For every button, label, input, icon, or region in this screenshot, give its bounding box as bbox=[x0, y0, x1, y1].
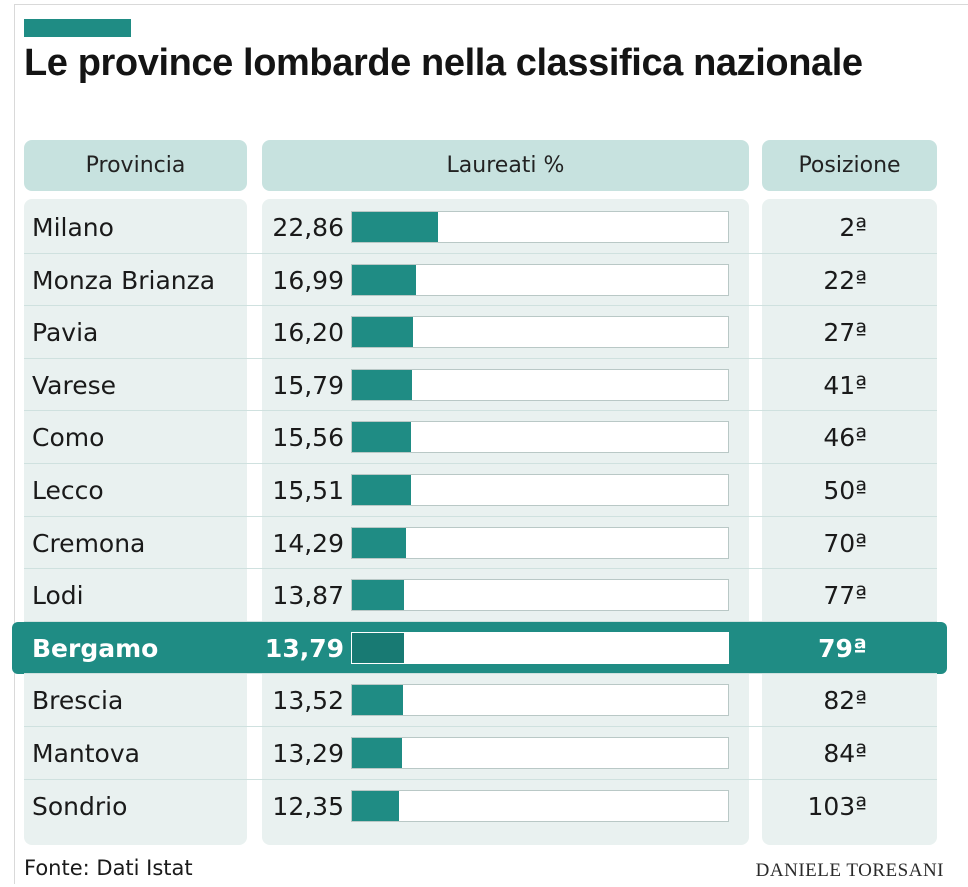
table-row: Brescia 13,52 82ª bbox=[24, 674, 937, 726]
table-row: Lodi 13,87 77ª bbox=[24, 569, 937, 621]
bar-track bbox=[351, 737, 729, 769]
posizione-value: 46ª bbox=[823, 422, 867, 452]
row-separator bbox=[24, 358, 937, 359]
posizione-value: 70ª bbox=[823, 528, 867, 558]
row-separator bbox=[24, 779, 937, 780]
table-row: Lecco 15,51 50ª bbox=[24, 464, 937, 516]
table-row: Como 15,56 46ª bbox=[24, 411, 937, 463]
table-row: Monza Brianza 16,99 22ª bbox=[24, 254, 937, 306]
laureati-value: 16,99 bbox=[272, 265, 344, 295]
provincia-column-bg bbox=[24, 199, 247, 845]
table-row: Varese 15,79 41ª bbox=[24, 359, 937, 411]
laureati-bar bbox=[352, 528, 407, 558]
provincia-name: Milano bbox=[32, 212, 114, 242]
laureati-value: 15,51 bbox=[272, 475, 344, 505]
provincia-name: Bergamo bbox=[32, 633, 159, 663]
header-laureati: Laureati % bbox=[262, 140, 749, 191]
header-posizione: Posizione bbox=[762, 140, 937, 191]
row-separator bbox=[24, 673, 937, 674]
laureati-value: 22,86 bbox=[272, 212, 344, 242]
laureati-bar bbox=[352, 475, 411, 505]
posizione-value: 41ª bbox=[823, 370, 867, 400]
bar-track bbox=[351, 790, 729, 822]
laureati-value: 13,29 bbox=[272, 738, 344, 768]
author-credit: DANIELE TORESANI bbox=[755, 860, 944, 881]
laureati-value: 13,79 bbox=[264, 633, 344, 663]
chart-title: Le province lombarde nella classifica na… bbox=[24, 42, 863, 84]
bar-track bbox=[351, 579, 729, 611]
laureati-value: 15,56 bbox=[272, 422, 344, 452]
header-provincia: Provincia bbox=[24, 140, 247, 191]
bar-track bbox=[351, 421, 729, 453]
laureati-value: 13,87 bbox=[272, 580, 344, 610]
title-accent-bar bbox=[24, 19, 131, 37]
provincia-name: Cremona bbox=[32, 528, 146, 558]
bar-track bbox=[351, 369, 729, 401]
provincia-name: Lecco bbox=[32, 475, 104, 505]
bar-track bbox=[351, 632, 729, 664]
laureati-value: 14,29 bbox=[272, 528, 344, 558]
provincia-name: Lodi bbox=[32, 580, 84, 610]
source-note: Fonte: Dati Istat bbox=[24, 856, 193, 880]
table-row: Pavia 16,20 27ª bbox=[24, 306, 937, 358]
provincia-name: Varese bbox=[32, 370, 116, 400]
bar-track bbox=[351, 316, 729, 348]
row-separator bbox=[24, 305, 937, 306]
laureati-bar bbox=[352, 633, 405, 663]
row-separator bbox=[24, 463, 937, 464]
table-row: Sondrio 12,35 103ª bbox=[24, 780, 937, 832]
bar-track bbox=[351, 211, 729, 243]
bar-track bbox=[351, 264, 729, 296]
provincia-name: Brescia bbox=[32, 685, 124, 715]
laureati-bar bbox=[352, 422, 411, 452]
posizione-value: 2ª bbox=[839, 212, 867, 242]
posizione-value: 27ª bbox=[823, 317, 867, 347]
row-separator bbox=[24, 621, 937, 622]
bar-track bbox=[351, 527, 729, 559]
posizione-value: 50ª bbox=[823, 475, 867, 505]
laureati-value: 13,52 bbox=[272, 685, 344, 715]
posizione-value: 79ª bbox=[818, 633, 867, 663]
provincia-name: Sondrio bbox=[32, 791, 128, 821]
posizione-value: 82ª bbox=[823, 685, 867, 715]
row-separator bbox=[24, 568, 937, 569]
table-row: Mantova 13,29 84ª bbox=[24, 727, 937, 779]
laureati-bar bbox=[352, 370, 412, 400]
table-row: Milano 22,86 2ª bbox=[24, 201, 937, 253]
row-separator bbox=[24, 253, 937, 254]
table-row: Bergamo 13,79 79ª bbox=[24, 622, 937, 674]
posizione-value: 84ª bbox=[823, 738, 867, 768]
laureati-bar bbox=[352, 265, 417, 295]
posizione-column-bg bbox=[762, 199, 937, 845]
row-separator bbox=[24, 516, 937, 517]
posizione-value: 103ª bbox=[807, 791, 868, 821]
posizione-value: 22ª bbox=[823, 265, 867, 295]
laureati-bar bbox=[352, 580, 405, 610]
laureati-bar bbox=[352, 685, 404, 715]
frame-left-rule bbox=[14, 4, 15, 884]
laureati-value: 15,79 bbox=[272, 370, 344, 400]
laureati-bar bbox=[352, 791, 399, 821]
laureati-bar bbox=[352, 738, 403, 768]
table-row: Cremona 14,29 70ª bbox=[24, 517, 937, 569]
row-separator bbox=[24, 726, 937, 727]
laureati-bar bbox=[352, 212, 439, 242]
bar-track bbox=[351, 474, 729, 506]
bar-track bbox=[351, 684, 729, 716]
provincia-name: Como bbox=[32, 422, 105, 452]
laureati-value: 16,20 bbox=[272, 317, 344, 347]
laureati-value: 12,35 bbox=[272, 791, 344, 821]
frame-top-rule bbox=[14, 4, 968, 5]
laureati-bar bbox=[352, 317, 414, 347]
provincia-name: Monza Brianza bbox=[32, 265, 216, 295]
posizione-value: 77ª bbox=[823, 580, 867, 610]
provincia-name: Pavia bbox=[32, 317, 99, 347]
row-separator bbox=[24, 410, 937, 411]
provincia-name: Mantova bbox=[32, 738, 140, 768]
